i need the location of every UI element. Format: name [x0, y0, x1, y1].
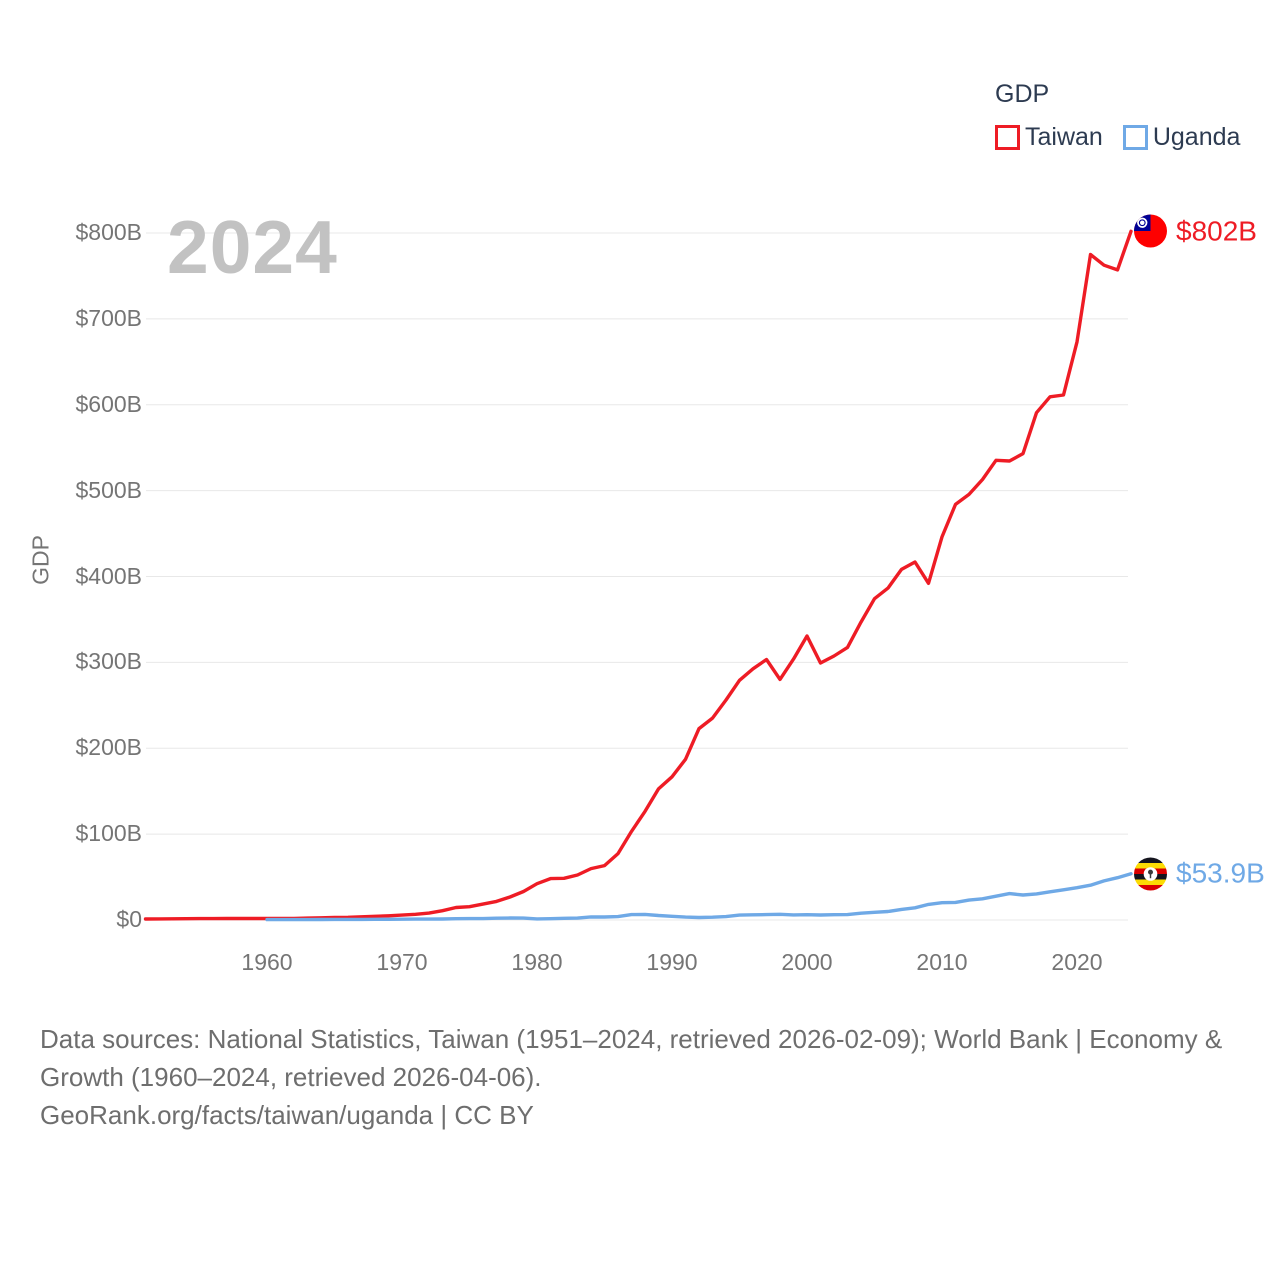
- y-axis-tick-label: $500B: [75, 476, 142, 503]
- y-axis-tick-label: $200B: [75, 734, 142, 761]
- taiwan-flag-icon: [1134, 214, 1167, 248]
- series-line-uganda: [265, 872, 1133, 922]
- x-axis-tick-label: 1990: [646, 949, 698, 975]
- legend-items: Taiwan Uganda: [995, 123, 1240, 152]
- series-line-taiwan: [143, 229, 1133, 921]
- data-sources-text-line1: Data sources: National Statistics, Taiwa…: [40, 1024, 1223, 1054]
- y-axis-tick-label: $0: [116, 905, 142, 932]
- uganda-end-value: $53.9B: [1176, 857, 1265, 889]
- x-axis-tick-label: 1980: [511, 949, 563, 975]
- legend-item-uganda[interactable]: Uganda: [1122, 123, 1241, 152]
- footer: Data sources: National Statistics, Taiwa…: [40, 1020, 1250, 1134]
- legend-label-uganda: Uganda: [1152, 123, 1241, 151]
- x-axis-tick-label: 1970: [376, 949, 428, 975]
- plot-area: [143, 229, 1133, 922]
- uganda-series-marker: [1122, 125, 1148, 150]
- y-axis-tick-label: $600B: [75, 390, 142, 417]
- uganda-flag-icon: [1134, 857, 1167, 891]
- attribution-link[interactable]: GeoRank.org/facts/taiwan/uganda | CC BY: [40, 1100, 534, 1130]
- x-axis-tick-label: 2010: [916, 949, 968, 975]
- y-axis-tick-label: $700B: [75, 304, 142, 331]
- y-axis-tick-label: $400B: [75, 562, 142, 589]
- taiwan-end-value: $802B: [1176, 215, 1257, 247]
- y-axis-tick-label: $800B: [75, 218, 142, 245]
- legend-item-taiwan[interactable]: Taiwan: [995, 123, 1103, 152]
- x-axis-tick-label: 2020: [1051, 949, 1103, 975]
- x-axis-tick-label: 2000: [781, 949, 833, 975]
- legend-title: GDP: [995, 80, 1050, 108]
- taiwan-series-marker: [995, 125, 1020, 150]
- taiwan-end-label: $802B: [1134, 214, 1257, 248]
- legend-label-taiwan: Taiwan: [1025, 123, 1103, 151]
- x-axis-tick-label: 1960: [241, 949, 293, 975]
- data-sources-text-line2: Growth (1960–2024, retrieved 2026-04-06)…: [40, 1062, 542, 1092]
- y-axis-tick-label: $100B: [75, 820, 142, 847]
- year-watermark: 2024: [167, 205, 338, 289]
- y-axis-tick-label: $300B: [75, 648, 142, 675]
- legend: GDP Taiwan Uganda: [995, 80, 1240, 152]
- uganda-end-label: $53.9B: [1134, 857, 1265, 891]
